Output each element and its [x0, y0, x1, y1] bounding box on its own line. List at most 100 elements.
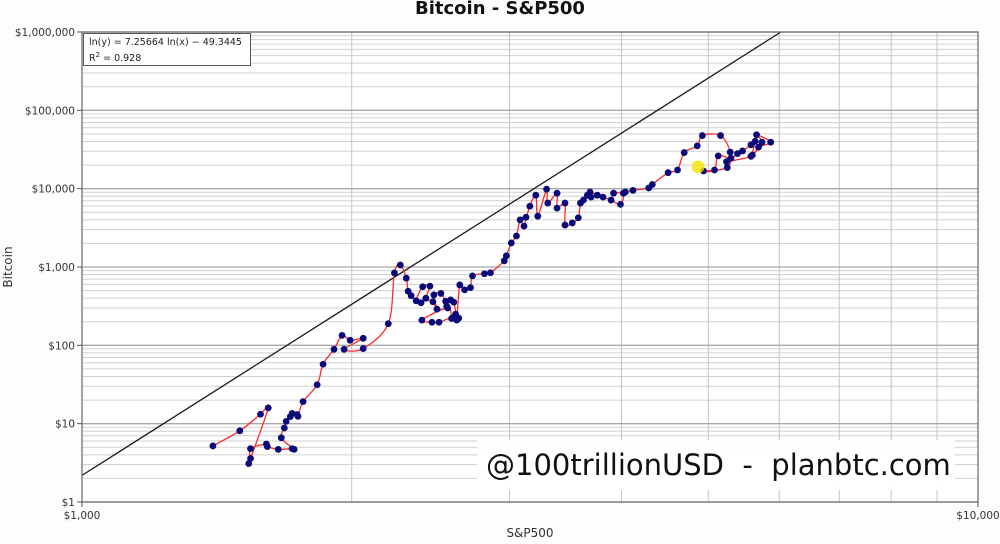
data-point — [247, 455, 254, 462]
data-point — [739, 147, 746, 155]
data-point — [561, 221, 569, 229]
data-point — [257, 410, 264, 418]
x-axis-title: S&P500 — [506, 526, 553, 540]
data-point — [319, 360, 327, 368]
data-point — [698, 132, 706, 139]
y-tick-label: $1,000 — [38, 262, 75, 274]
data-point — [629, 187, 637, 194]
superscript-two: 2 — [95, 51, 101, 59]
data-point — [593, 191, 601, 199]
y-tick-label: $1,000,000 — [15, 27, 75, 39]
data-point — [481, 270, 488, 278]
data-point — [435, 318, 443, 326]
highlight-marker — [691, 160, 705, 174]
r-squared: R2 = 0.928 — [89, 51, 142, 65]
data-point — [280, 424, 288, 432]
x-tick-label: $1,000 — [64, 510, 101, 522]
data-point — [607, 196, 615, 204]
y-tick-label: $1 — [62, 497, 75, 509]
data-point — [391, 269, 398, 277]
regression-legend: ln(y) = 7.25664 ln(x) − 49.3445 R2 = 0.9… — [83, 33, 251, 66]
data-point — [711, 166, 718, 174]
data-point — [674, 166, 681, 174]
data-point — [290, 445, 298, 453]
data-point — [755, 143, 762, 151]
data-point — [444, 304, 452, 312]
data-point — [429, 298, 437, 306]
data-point — [340, 345, 348, 353]
data-point — [532, 191, 540, 199]
data-point — [714, 152, 722, 160]
data-point — [561, 199, 569, 207]
data-point — [461, 286, 468, 294]
data-point — [507, 239, 515, 247]
regression-line — [81, 31, 782, 476]
data-point — [502, 252, 510, 260]
data-point — [747, 152, 755, 160]
data-point — [526, 202, 534, 210]
data-point — [263, 443, 271, 450]
data-point — [419, 283, 427, 291]
data-point — [587, 193, 595, 201]
data-point — [422, 294, 430, 302]
data-point — [274, 445, 282, 453]
regression-equation: ln(y) = 7.25664 ln(x) − 49.3445 — [89, 37, 242, 48]
data-point — [282, 417, 290, 425]
data-point — [734, 150, 741, 158]
data-point — [456, 281, 464, 289]
data-point — [487, 269, 494, 277]
x-tick-label: $10,000 — [956, 510, 999, 522]
y-tick-label: $100,000 — [25, 105, 75, 117]
data-point — [516, 216, 524, 224]
data-point — [534, 212, 542, 220]
data-point — [330, 345, 338, 353]
data-point — [313, 381, 321, 389]
data-point — [553, 204, 561, 212]
data-point — [209, 442, 217, 450]
data-point — [384, 320, 392, 328]
data-point — [513, 232, 520, 240]
data-point — [553, 189, 561, 197]
data-point — [437, 290, 445, 297]
data-point — [453, 316, 461, 324]
data-point — [396, 261, 404, 269]
data-point — [426, 282, 434, 290]
series-markers — [209, 131, 775, 467]
data-point — [717, 132, 724, 139]
data-point — [359, 345, 367, 352]
data-point — [469, 272, 476, 280]
data-point — [346, 336, 354, 344]
data-point — [648, 181, 656, 188]
data-point — [236, 427, 244, 435]
data-point — [450, 298, 458, 306]
data-point — [543, 185, 550, 193]
data-point — [758, 138, 766, 146]
y-tick-label: $100 — [48, 340, 75, 352]
data-point — [467, 284, 474, 292]
data-point — [680, 149, 688, 156]
data-point — [664, 169, 672, 177]
data-point — [407, 292, 415, 300]
watermark: @100trillionUSD - planbtc.com — [477, 440, 955, 490]
data-point — [338, 331, 346, 339]
data-point — [544, 199, 552, 207]
data-point — [580, 196, 587, 204]
data-point — [753, 131, 760, 139]
chart-title: Bitcoin - S&P500 — [415, 0, 585, 19]
data-point — [402, 274, 410, 282]
data-point — [522, 213, 530, 221]
data-point — [433, 305, 441, 313]
data-point — [610, 189, 617, 197]
data-point — [294, 412, 302, 420]
y-axis-title: Bitcoin — [1, 246, 15, 287]
data-point — [621, 188, 629, 196]
data-point — [617, 200, 624, 208]
data-point — [299, 398, 307, 406]
data-point — [723, 164, 731, 171]
y-tick-label: $10 — [55, 419, 75, 431]
data-point — [693, 142, 701, 150]
data-point — [418, 316, 426, 324]
data-point — [247, 445, 254, 453]
data-point — [520, 222, 528, 230]
